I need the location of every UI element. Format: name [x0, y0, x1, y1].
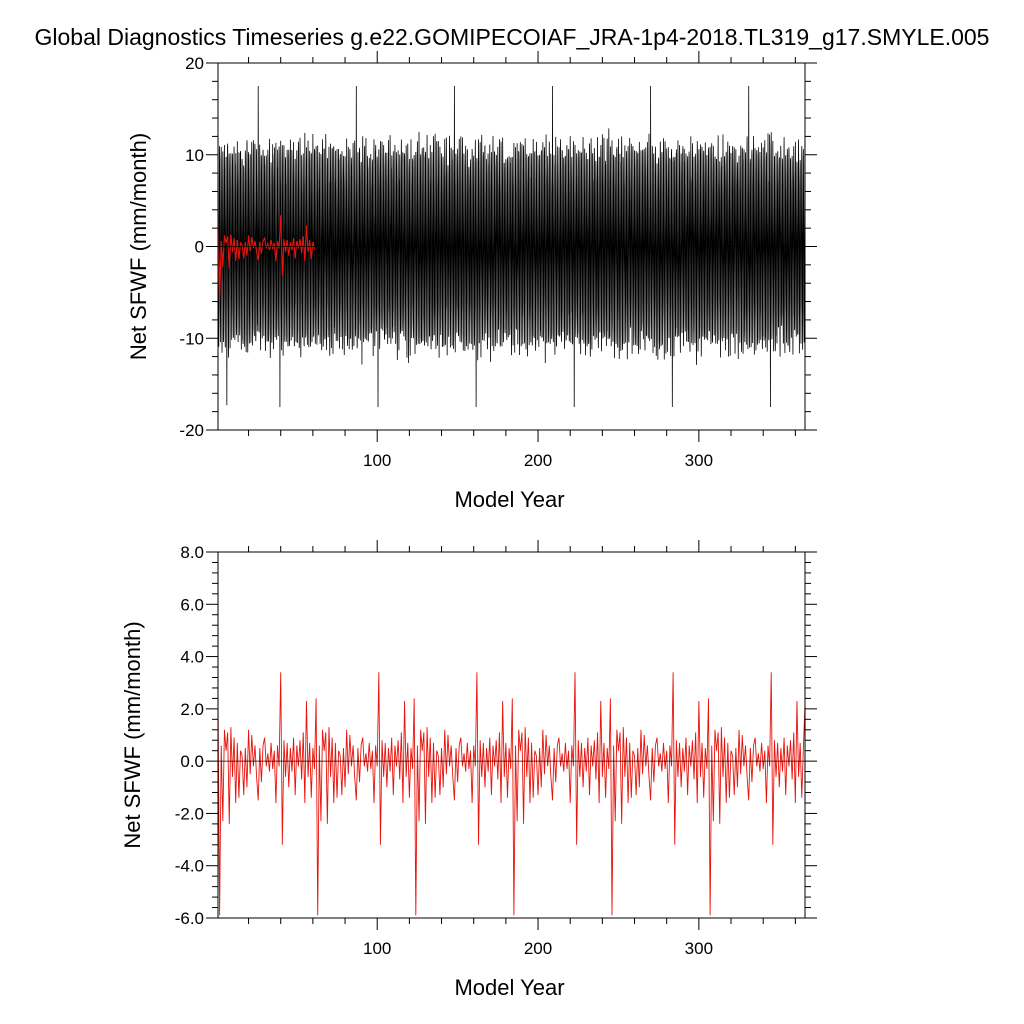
x-tick-label: 300	[685, 451, 713, 470]
y-tick-label: 8.0	[180, 543, 204, 562]
x-axis-title: Model Year	[454, 975, 564, 1000]
y-axis-title: Net SFWF (mm/month)	[120, 621, 145, 848]
plot-frame	[217, 551, 806, 919]
y-tick-label: 0.0	[180, 752, 204, 771]
y-tick-label: -10	[179, 329, 204, 348]
page-title: Global Diagnostics Timeseries g.e22.GOMI…	[34, 24, 990, 50]
annual-series-line	[218, 672, 805, 916]
y-tick-label: -6.0	[175, 909, 204, 928]
y-tick-label: 10	[185, 146, 204, 165]
x-tick-label: 100	[363, 451, 391, 470]
annual-series-line	[218, 215, 316, 301]
x-axis-title: Model Year	[454, 487, 564, 512]
y-axis-title: Net SFWF (mm/month)	[126, 133, 151, 360]
bottom-panel: 100 200 300 -6.0 -4.0 -2.0 0.0 2.0 4.0 6.0 8.0 Mode…	[120, 540, 817, 1000]
x-tick-label: 200	[524, 451, 552, 470]
x-tick-label: 200	[524, 939, 552, 958]
y-tick-label: -4.0	[175, 857, 204, 876]
y-tick-label: -20	[179, 421, 204, 440]
y-tick-label: -2.0	[175, 804, 204, 823]
x-tick-label: 300	[685, 939, 713, 958]
y-tick-label: 20	[185, 54, 204, 73]
monthly-series-line	[218, 85, 805, 408]
x-tick-label: 100	[363, 939, 391, 958]
top-panel: 100 200 300 -20 -10 0 10 20 Model Year Net SFWF (…	[126, 51, 817, 512]
y-tick-label: 2.0	[180, 700, 204, 719]
y-tick-label: 0	[195, 238, 204, 257]
y-tick-label: 6.0	[180, 595, 204, 614]
y-tick-label: 4.0	[180, 648, 204, 667]
